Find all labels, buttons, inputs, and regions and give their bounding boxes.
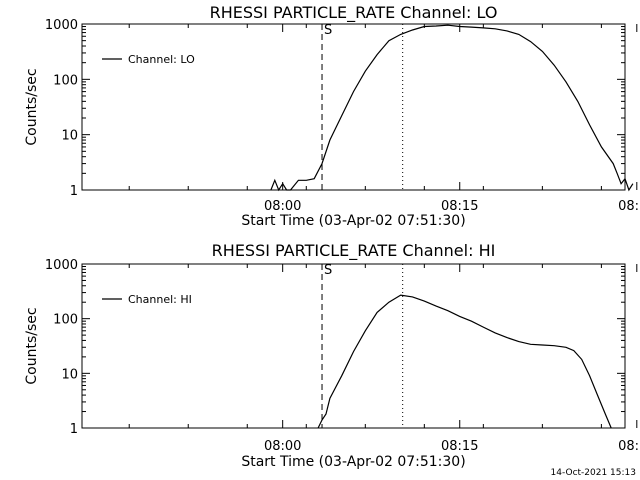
time-marker-label: S xyxy=(324,263,332,278)
y-tick-label: 1 xyxy=(70,422,78,437)
series-line xyxy=(317,294,612,429)
x-axis-label: Start Time (03-Apr-02 07:51:30) xyxy=(241,454,465,470)
series-line xyxy=(270,24,634,192)
y-tick-label: 1000 xyxy=(45,258,78,273)
plot-frame xyxy=(81,23,626,191)
y-tick-label: 100 xyxy=(53,313,78,328)
x-tick-label: 08:30 xyxy=(618,439,640,454)
plot-frame xyxy=(81,263,626,429)
x-tick-label: 08:15 xyxy=(441,439,478,454)
x-axis-label: Start Time (03-Apr-02 07:51:30) xyxy=(241,213,465,229)
time-marker-label: S xyxy=(324,23,332,38)
x-tick-label: 08:00 xyxy=(264,439,301,454)
chart-panel-0: RHESSI PARTICLE_RATE Channel: LO 1 10 100 10… xyxy=(24,3,640,229)
legend-label: Channel: LO xyxy=(128,53,195,66)
y-tick-label: 1000 xyxy=(45,18,78,33)
x-tick-label: 08:30 xyxy=(618,199,640,214)
x-tick-label: 08:15 xyxy=(441,199,478,214)
footer-timestamp: 14-Oct-2021 15:13 xyxy=(551,468,636,478)
y-tick-label: 10 xyxy=(61,129,78,144)
y-tick-label: 10 xyxy=(61,367,78,382)
chart-panel-1: RHESSI PARTICLE_RATE Channel: HI 1 10 100 10… xyxy=(24,241,640,470)
y-tick-label: 100 xyxy=(53,73,78,88)
y-axis-label: Counts/sec xyxy=(24,307,40,384)
legend-label: Channel: HI xyxy=(128,293,192,306)
y-tick-label: 1 xyxy=(70,184,78,199)
chart-title: RHESSI PARTICLE_RATE Channel: LO xyxy=(210,3,498,23)
chart-title: RHESSI PARTICLE_RATE Channel: HI xyxy=(212,241,496,261)
x-tick-label: 08:00 xyxy=(264,199,301,214)
y-axis-label: Counts/sec xyxy=(24,68,40,145)
